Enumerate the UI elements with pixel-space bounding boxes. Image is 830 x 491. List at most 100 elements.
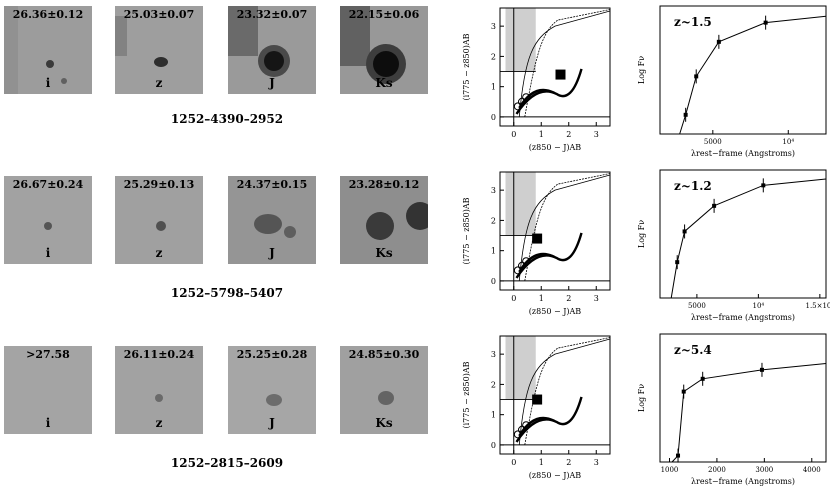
y-axis-label: (i775 − z850)AB	[462, 361, 471, 428]
sed-plot-2: 5000 10⁴ 1.5×10⁴ z~1.2 λrest−frame (Angstrom…	[637, 169, 830, 322]
magnitude-label: 25.25±0.28	[236, 348, 308, 361]
x-axis-label: λrest−frame (Angstroms)	[691, 477, 795, 486]
model-track	[524, 9, 611, 117]
x-tick-label: 3	[594, 130, 599, 139]
band-label: Ks	[375, 416, 393, 430]
stamp-row2-z: 25.29±0.13 z	[115, 176, 203, 264]
x-tick-label: 0	[511, 130, 516, 139]
object-marker	[532, 233, 543, 244]
plot-frame	[499, 7, 611, 127]
model-point	[518, 97, 526, 106]
galaxy-track	[518, 252, 555, 273]
band-label: z	[155, 246, 163, 260]
x-axis-label: λrest−frame (Angstroms)	[691, 149, 795, 158]
stamp-row1-Ks: 22.15±0.06 Ks	[340, 6, 428, 94]
model-point	[522, 93, 531, 102]
model-track	[518, 10, 611, 117]
stamp-row1-J: 23.32±0.07 J	[228, 6, 316, 94]
x-axis-label: (z850 − J)AB	[529, 143, 582, 152]
band-label: J	[269, 246, 275, 260]
magnitude-label: 23.28±0.12	[348, 178, 420, 191]
x-tick-label: 10⁴	[753, 302, 765, 310]
model-track	[524, 173, 611, 281]
plot-frame	[659, 333, 827, 463]
x-tick-label: 1	[539, 294, 544, 303]
stamp-row2-Ks: 23.28±0.12 Ks	[340, 176, 428, 264]
x-tick-label: 4000	[803, 466, 821, 474]
x-tick-label: 3000	[755, 466, 773, 474]
redshift-label: z~1.2	[674, 179, 712, 193]
selection-region	[505, 8, 536, 72]
x-tick-label: 5000	[688, 302, 706, 310]
x-tick-label: 0	[511, 458, 516, 467]
model-point	[513, 266, 522, 275]
x-tick-label: 3	[594, 458, 599, 467]
model-point	[522, 421, 531, 430]
noise-image	[340, 346, 428, 434]
x-tick-label: 2	[566, 458, 571, 467]
selection-region	[505, 172, 536, 236]
stamp-row2-i: 26.67±0.24 i	[4, 176, 92, 264]
noise-image	[228, 346, 316, 434]
object-id-label: 1252–2815–2609	[170, 456, 284, 470]
y-tick-label: 0	[491, 277, 496, 286]
selection-region	[505, 336, 536, 400]
noise-image	[115, 176, 203, 264]
noise-image	[228, 6, 316, 94]
y-tick-label: 2	[491, 216, 496, 225]
stamp-row3-J: 25.25±0.28 J	[228, 346, 316, 434]
redshift-label: z~1.5	[674, 15, 712, 29]
color-color-plot-1: 0 1 2 3 0 1 2 3 (z850 − J)AB (i775 − z850)AB	[462, 7, 611, 152]
band-label: J	[269, 416, 275, 430]
color-color-plot-2: 0 1 2 3 0 1 2 3 (z850 − J)AB (i775 − z850)AB	[462, 171, 611, 316]
sed-plot-3: 1000 2000 3000 4000 z~5.4 λrest−frame (Angstr…	[637, 333, 827, 486]
model-point	[513, 102, 522, 111]
x-tick-label: 10⁴	[782, 138, 794, 146]
y-tick-label: 0	[491, 113, 496, 122]
model-track	[524, 337, 611, 445]
band-label: Ks	[375, 76, 393, 90]
magnitude-label: 22.15±0.06	[348, 8, 420, 21]
band-label: Ks	[375, 246, 393, 260]
x-tick-label: 1.5×10⁴	[805, 302, 830, 310]
noise-image	[115, 346, 203, 434]
x-tick-label: 1	[539, 130, 544, 139]
color-color-plot-3: 0 1 2 3 0 1 2 3 (z850 − J)AB (i775 − z850)AB	[462, 335, 611, 480]
y-tick-label: 2	[491, 52, 496, 61]
magnitude-label: 23.32±0.07	[236, 8, 308, 21]
redshift-label: z~5.4	[674, 343, 712, 357]
model-point	[518, 425, 526, 434]
plot-frame	[659, 169, 827, 299]
sed-plot-1: 5000 10⁴ z~1.5 λrest−frame (Angstroms) Log F…	[637, 5, 827, 158]
plot-frame	[499, 335, 611, 455]
stamp-row1-i: 26.36±0.12 i	[4, 6, 92, 94]
magnitude-label: 26.67±0.24	[12, 178, 84, 191]
model-track	[518, 338, 611, 445]
x-tick-label: 2	[566, 130, 571, 139]
stamp-row3-z: 26.11±0.24 z	[115, 346, 203, 434]
x-tick-label: 1000	[661, 466, 679, 474]
x-tick-label: 5000	[704, 138, 722, 146]
object-marker	[532, 394, 543, 405]
galaxy-track	[518, 88, 555, 109]
y-tick-label: 3	[491, 186, 496, 195]
y-axis-label: Log Fν	[637, 56, 646, 84]
noise-image	[115, 6, 203, 94]
magnitude-label: 24.85±0.30	[348, 348, 420, 361]
band-label: z	[155, 416, 163, 430]
y-tick-label: 1	[491, 411, 496, 420]
x-axis-label: λrest−frame (Angstroms)	[691, 313, 795, 322]
y-axis-label: Log Fν	[637, 384, 646, 412]
magnitude-label: 25.03±0.07	[123, 8, 195, 21]
y-axis-label: Log Fν	[637, 220, 646, 248]
noise-image	[4, 6, 92, 94]
band-label: i	[45, 246, 51, 260]
noise-image	[4, 346, 92, 434]
noise-image	[340, 176, 428, 264]
band-label: i	[45, 416, 51, 430]
model-point	[522, 257, 531, 266]
y-tick-label: 0	[491, 441, 496, 450]
object-id-label: 1252–5798–5407	[170, 286, 284, 300]
stamp-row1-z: 25.03±0.07 z	[115, 6, 203, 94]
model-point	[518, 261, 526, 270]
